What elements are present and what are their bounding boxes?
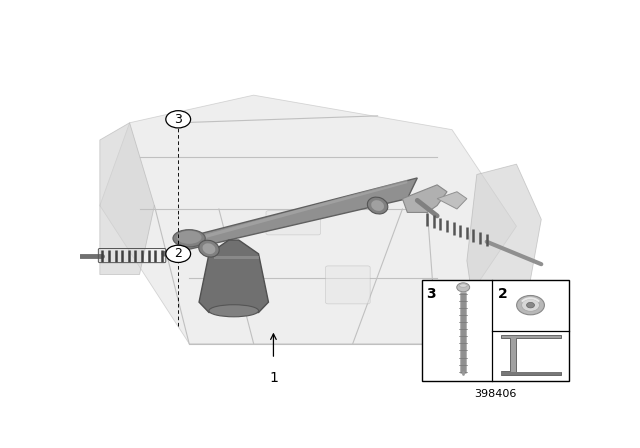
Polygon shape bbox=[179, 180, 408, 245]
Text: 398406: 398406 bbox=[474, 389, 516, 399]
Circle shape bbox=[166, 245, 191, 263]
Polygon shape bbox=[199, 240, 269, 313]
Polygon shape bbox=[100, 95, 516, 344]
FancyBboxPatch shape bbox=[227, 266, 261, 297]
Text: 2: 2 bbox=[174, 247, 182, 260]
Text: 1: 1 bbox=[269, 371, 278, 385]
Polygon shape bbox=[501, 372, 561, 375]
FancyBboxPatch shape bbox=[422, 280, 568, 382]
Polygon shape bbox=[467, 164, 541, 330]
Polygon shape bbox=[437, 192, 467, 209]
Ellipse shape bbox=[460, 284, 467, 287]
Text: 3: 3 bbox=[426, 287, 436, 301]
Polygon shape bbox=[169, 178, 417, 254]
Circle shape bbox=[457, 283, 470, 292]
Ellipse shape bbox=[367, 197, 388, 214]
Polygon shape bbox=[100, 123, 154, 275]
Circle shape bbox=[516, 296, 545, 315]
Circle shape bbox=[166, 111, 191, 128]
Text: 2: 2 bbox=[499, 287, 508, 301]
Ellipse shape bbox=[198, 240, 220, 257]
Ellipse shape bbox=[202, 243, 216, 254]
Circle shape bbox=[527, 302, 534, 308]
Ellipse shape bbox=[209, 305, 259, 317]
FancyBboxPatch shape bbox=[266, 211, 321, 235]
Text: 3: 3 bbox=[174, 113, 182, 126]
Circle shape bbox=[522, 299, 540, 311]
Ellipse shape bbox=[177, 231, 202, 244]
Ellipse shape bbox=[371, 200, 384, 211]
Polygon shape bbox=[501, 335, 561, 375]
Polygon shape bbox=[214, 255, 259, 259]
FancyBboxPatch shape bbox=[326, 266, 370, 304]
Polygon shape bbox=[403, 185, 447, 212]
Ellipse shape bbox=[173, 230, 205, 247]
